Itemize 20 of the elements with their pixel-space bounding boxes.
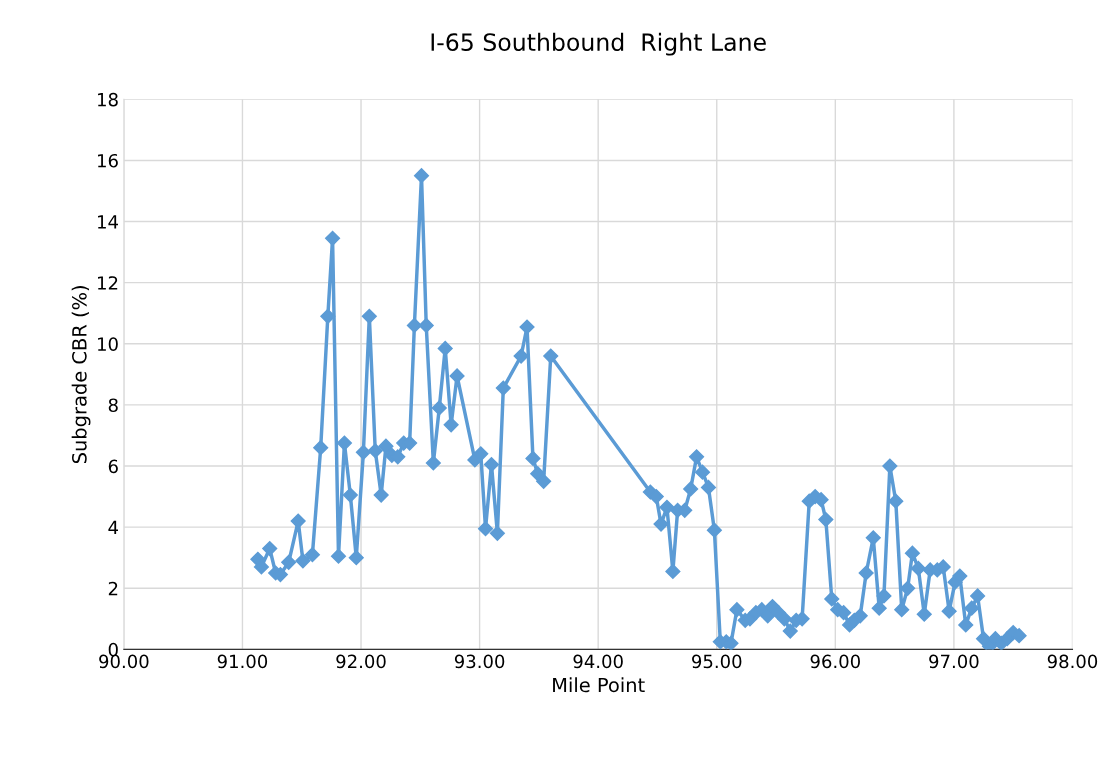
y-tick-label: 6 bbox=[108, 459, 118, 474]
y-tick-label: 10 bbox=[98, 337, 118, 351]
x-tick-label: 91.00 bbox=[217, 654, 268, 669]
x-tick-label: 93.00 bbox=[454, 654, 505, 669]
x-tick-label: 96.00 bbox=[810, 654, 860, 669]
x-tick-label: 98.00 bbox=[1047, 654, 1098, 669]
y-tick-label: 14 bbox=[98, 215, 118, 229]
x-tick-label: 92.00 bbox=[336, 654, 386, 669]
y-tick-label: 2 bbox=[108, 581, 118, 596]
x-tick-label: 94.00 bbox=[573, 654, 623, 669]
y-axis-title: Subgrade CBR (%) bbox=[71, 286, 91, 464]
y-tick-label: 16 bbox=[98, 153, 118, 168]
y-tick-label: 4 bbox=[108, 520, 118, 535]
x-tick-label: 97.00 bbox=[929, 654, 979, 669]
y-tick-label: 12 bbox=[98, 276, 118, 290]
y-tick-label: 18 bbox=[98, 92, 118, 107]
chart-title: I-65 Southbound Right Lane bbox=[431, 32, 766, 56]
x-tick-label: 95.00 bbox=[692, 654, 742, 669]
x-axis-title: Mile Point bbox=[553, 677, 645, 693]
y-tick-label: 8 bbox=[108, 398, 118, 413]
